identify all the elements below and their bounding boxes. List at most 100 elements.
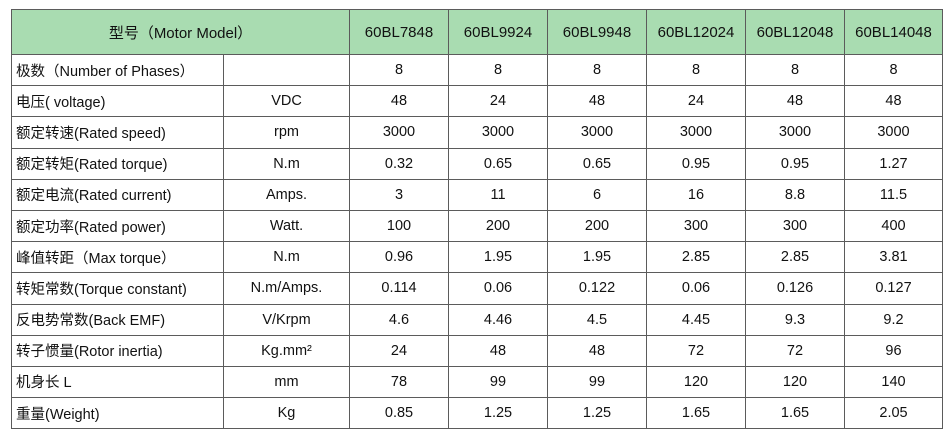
table-row: 额定电流(Rated current) Amps. 3 11 6 16 8.8 11.5 [11, 178, 943, 211]
value-cell: 0.06 [646, 272, 746, 305]
value-cell: 1.65 [745, 397, 845, 430]
value-cell: 3.81 [844, 241, 943, 274]
model-header: 60BL9924 [448, 9, 548, 55]
spec-table-container: 型号（Motor Model） 60BL7848 60BL9924 60BL99… [11, 9, 943, 430]
value-cell: 9.3 [745, 303, 845, 336]
value-cell: 16 [646, 178, 746, 211]
table-row: 峰值转距（Max torque） N.m 0.96 1.95 1.95 2.85 2.85 3… [11, 241, 943, 274]
value-cell: 0.126 [745, 272, 845, 305]
value-cell: 100 [349, 209, 449, 243]
row-label: 机身长 L [11, 365, 224, 399]
model-header: 60BL9948 [547, 9, 647, 55]
value-cell: 0.95 [646, 147, 746, 180]
row-label: 额定功率(Rated power) [11, 209, 224, 243]
value-cell: 1.65 [646, 397, 746, 430]
row-label: 额定电流(Rated current) [11, 178, 224, 211]
value-cell: 0.65 [448, 147, 548, 180]
value-cell: 300 [646, 209, 746, 243]
value-cell: 1.25 [547, 397, 647, 430]
row-label: 转矩常数(Torque constant) [11, 272, 224, 305]
table-row: 额定转速(Rated speed) rpm 3000 3000 3000 3000 3000… [11, 116, 943, 149]
value-cell: 1.95 [448, 241, 548, 274]
value-cell: 2.85 [646, 241, 746, 274]
row-label: 极数（Number of Phases） [11, 53, 224, 87]
value-cell: 300 [745, 209, 845, 243]
value-cell: 1.25 [448, 397, 548, 430]
row-unit: Watt. [223, 209, 350, 243]
table-row: 额定功率(Rated power) Watt. 100 200 200 300 300 400 [11, 209, 943, 243]
value-cell: 4.5 [547, 303, 647, 336]
value-cell: 4.6 [349, 303, 449, 336]
row-label: 峰值转距（Max torque） [11, 241, 224, 274]
value-cell: 11.5 [844, 178, 943, 211]
value-cell: 24 [646, 85, 746, 118]
row-unit: N.m [223, 241, 350, 274]
model-header: 60BL14048 [844, 9, 943, 55]
value-cell: 48 [448, 334, 548, 367]
row-label: 电压( voltage) [11, 85, 224, 118]
value-cell: 48 [349, 85, 449, 118]
motor-spec-table: 型号（Motor Model） 60BL7848 60BL9924 60BL99… [11, 9, 943, 430]
value-cell: 4.46 [448, 303, 548, 336]
value-cell: 2.05 [844, 397, 943, 430]
value-cell: 8 [844, 53, 943, 87]
value-cell: 8.8 [745, 178, 845, 211]
value-cell: 200 [547, 209, 647, 243]
value-cell: 11 [448, 178, 548, 211]
value-cell: 0.85 [349, 397, 449, 430]
value-cell: 48 [547, 85, 647, 118]
value-cell: 0.96 [349, 241, 449, 274]
value-cell: 400 [844, 209, 943, 243]
row-label: 重量(Weight) [11, 397, 224, 430]
row-unit: Kg [223, 397, 350, 430]
value-cell: 99 [448, 365, 548, 399]
value-cell: 0.95 [745, 147, 845, 180]
value-cell: 2.85 [745, 241, 845, 274]
model-header-label: 型号（Motor Model） [11, 9, 350, 55]
row-unit: VDC [223, 85, 350, 118]
table-row: 额定转矩(Rated torque) N.m 0.32 0.65 0.65 0.95 0.9… [11, 147, 943, 180]
row-unit [223, 53, 350, 87]
table-row: 电压( voltage) VDC 48 24 48 24 48 48 [11, 85, 943, 118]
value-cell: 0.114 [349, 272, 449, 305]
value-cell: 9.2 [844, 303, 943, 336]
value-cell: 120 [745, 365, 845, 399]
value-cell: 72 [745, 334, 845, 367]
value-cell: 99 [547, 365, 647, 399]
row-unit: Kg.mm² [223, 334, 350, 367]
table-row: 转子惯量(Rotor inertia) Kg.mm² 24 48 48 72 72 96 [11, 334, 943, 367]
value-cell: 1.27 [844, 147, 943, 180]
value-cell: 0.65 [547, 147, 647, 180]
header-row: 型号（Motor Model） 60BL7848 60BL9924 60BL99… [11, 9, 943, 55]
value-cell: 8 [448, 53, 548, 87]
model-header: 60BL7848 [349, 9, 449, 55]
value-cell: 8 [646, 53, 746, 87]
value-cell: 96 [844, 334, 943, 367]
value-cell: 0.127 [844, 272, 943, 305]
value-cell: 8 [547, 53, 647, 87]
row-label: 反电势常数(Back EMF) [11, 303, 224, 336]
value-cell: 72 [646, 334, 746, 367]
value-cell: 3000 [646, 116, 746, 149]
value-cell: 3 [349, 178, 449, 211]
table-row: 转矩常数(Torque constant) N.m/Amps. 0.114 0.06 0… [11, 272, 943, 305]
row-unit: V/Krpm [223, 303, 350, 336]
value-cell: 0.122 [547, 272, 647, 305]
value-cell: 3000 [745, 116, 845, 149]
value-cell: 3000 [349, 116, 449, 149]
value-cell: 24 [349, 334, 449, 367]
value-cell: 1.95 [547, 241, 647, 274]
value-cell: 48 [745, 85, 845, 118]
value-cell: 3000 [547, 116, 647, 149]
value-cell: 0.32 [349, 147, 449, 180]
value-cell: 3000 [844, 116, 943, 149]
row-unit: Amps. [223, 178, 350, 211]
value-cell: 48 [844, 85, 943, 118]
value-cell: 24 [448, 85, 548, 118]
value-cell: 200 [448, 209, 548, 243]
value-cell: 4.45 [646, 303, 746, 336]
table-row: 反电势常数(Back EMF) V/Krpm 4.6 4.46 4.5 4.45 9.3 9.… [11, 303, 943, 336]
model-header: 60BL12024 [646, 9, 746, 55]
value-cell: 8 [349, 53, 449, 87]
